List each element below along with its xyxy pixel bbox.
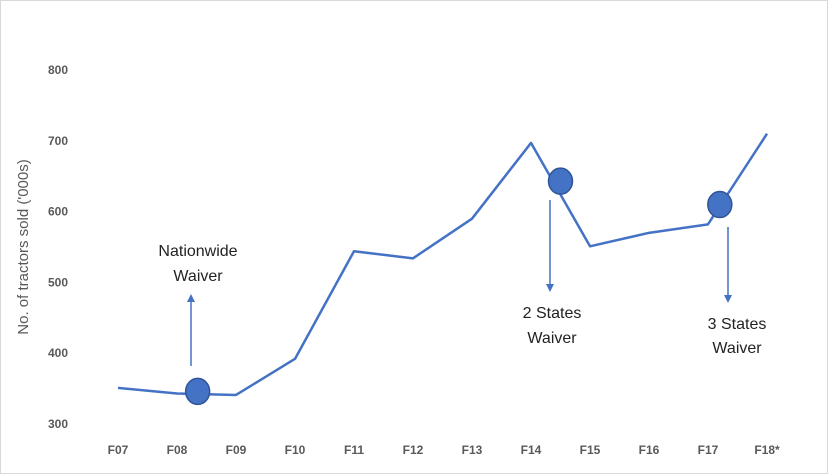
x-tick-label: F07 (108, 443, 129, 457)
annotation-two-states-line: 2 States (523, 305, 582, 322)
x-tick-label: F09 (226, 443, 247, 457)
x-tick-label: F17 (698, 443, 719, 457)
y-tick-label: 400 (48, 346, 68, 360)
y-axis-title: No. of tractors sold ('000s) (15, 159, 32, 334)
x-tick-label: F16 (639, 443, 660, 457)
y-tick-label: 600 (48, 205, 68, 219)
y-tick-label: 700 (48, 134, 68, 148)
x-axis-ticks: F07 F08 F09 F10 F11 F12 F13 F14 F15 F16 F17 F18* (108, 443, 780, 457)
x-tick-label: F13 (462, 443, 483, 457)
x-tick-label: F18* (754, 443, 780, 457)
highlight-marker (184, 377, 211, 406)
series-line (117, 133, 769, 397)
y-tick-label: 500 (48, 275, 68, 289)
annotation-nationwide-line: Waiver (173, 268, 223, 285)
annotation-two-states-line: Waiver (527, 330, 577, 347)
highlight-marker (707, 190, 733, 219)
annotations-group: Nationwide Waiver 2 States Waiver 3 States Wa… (158, 200, 766, 366)
x-tick-label: F08 (167, 443, 188, 457)
annotation-nationwide-line: Nationwide (158, 243, 237, 260)
y-tick-label: 300 (48, 417, 68, 431)
highlight-marker (547, 167, 574, 195)
y-tick-label: 800 (48, 63, 68, 77)
y-axis-ticks: 300 400 500 600 700 800 (48, 63, 68, 431)
x-tick-label: F12 (403, 443, 424, 457)
series-group (117, 133, 769, 406)
x-tick-label: F15 (580, 443, 601, 457)
x-tick-label: F11 (344, 443, 364, 457)
x-tick-label: F10 (285, 443, 306, 457)
annotation-three-states-line: 3 States (708, 316, 767, 333)
x-tick-label: F14 (521, 443, 542, 457)
annotation-three-states-line: Waiver (712, 340, 762, 357)
